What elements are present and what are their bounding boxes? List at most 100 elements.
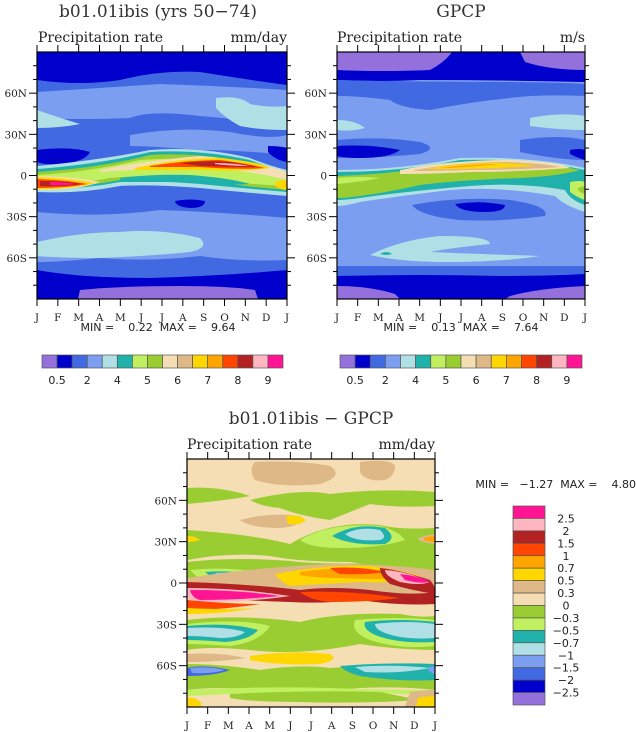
colorbar-swatch — [430, 354, 447, 369]
colorbar-swatch — [506, 354, 522, 369]
colorbar-swatch — [56, 354, 73, 369]
colorbar-label: 5 — [144, 374, 151, 387]
x-tick-label: J — [159, 312, 164, 324]
contour-band — [570, 149, 585, 160]
colorbar-swatch — [177, 354, 193, 369]
colorbar: 2.521.510.70.50.30−0.3−0.5−0.7−1−1.5−2−2… — [512, 505, 580, 706]
panel-difference: b01.01ibis − GPCP Precipitation rate mm/… — [154, 409, 636, 732]
colorbar-label: 7 — [204, 374, 211, 387]
contour-band — [570, 181, 585, 200]
contour-band — [230, 691, 420, 703]
x-tick-label: J — [308, 720, 313, 732]
colorbar-label: −0.3 — [553, 612, 580, 625]
contour-band — [240, 514, 301, 528]
contour-fill — [187, 459, 435, 707]
colorbar-swatch — [222, 354, 239, 369]
contour-band — [337, 52, 452, 71]
colorbar-swatch — [490, 354, 507, 369]
contour-band — [250, 490, 435, 520]
x-tick-label: O — [220, 312, 229, 324]
y-tick-label: 0 — [320, 171, 327, 183]
colorbar-swatch — [512, 642, 546, 656]
y-tick-label: 30S — [156, 619, 177, 631]
contour-band — [37, 84, 287, 128]
panel-title: b01.01ibis − GPCP — [229, 409, 394, 429]
contour-band — [337, 286, 400, 299]
contour-band — [428, 666, 435, 674]
x-tick-label: A — [477, 312, 486, 324]
x-tick-label: M — [373, 312, 384, 324]
min-max-stats: MIN = −1.27 MAX = 4.80 — [475, 478, 636, 491]
colorbar-label: 2.5 — [557, 512, 575, 525]
contour-band — [190, 667, 225, 674]
units-label: mm/day — [379, 437, 436, 453]
colorbar-swatch — [354, 354, 371, 369]
x-tick-label: N — [241, 312, 250, 324]
colorbar-swatch — [147, 354, 163, 369]
colorbar-swatch — [512, 667, 546, 681]
colorbar-swatch — [512, 542, 546, 557]
x-tick-label: N — [389, 720, 398, 732]
colorbar-label: −0.5 — [553, 624, 580, 637]
contour-band — [400, 574, 430, 583]
x-tick-label: A — [394, 312, 403, 324]
contour-band — [268, 146, 287, 162]
y-tick-label: 30S — [6, 212, 27, 224]
x-tick-label: A — [327, 720, 336, 732]
contour-band — [505, 286, 585, 299]
x-tick-label: D — [410, 720, 418, 732]
y-tick-label: 60S — [6, 253, 27, 265]
contour-band — [578, 186, 585, 194]
contour-band — [130, 129, 287, 155]
x-tick-label: D — [262, 312, 270, 324]
contour-band — [37, 110, 80, 128]
contour-band — [187, 608, 255, 614]
x-tick-label: J — [34, 312, 39, 324]
colorbar-label: 4 — [114, 374, 121, 387]
x-tick-label: A — [95, 312, 104, 324]
x-tick-label: J — [432, 720, 437, 732]
y-tick-label: 30S — [306, 212, 327, 224]
x-tick-label: J — [437, 312, 442, 324]
colorbar-label: 0 — [563, 600, 570, 613]
colorbar-label: −1 — [558, 649, 574, 662]
x-tick-label: F — [354, 312, 361, 324]
x-tick-label: J — [458, 312, 463, 324]
x-tick-label: J — [334, 312, 339, 324]
colorbar-swatch — [132, 354, 148, 369]
contour-band — [187, 627, 245, 638]
colorbar-swatch — [101, 354, 118, 369]
x-tick-label: F — [204, 720, 211, 732]
colorbar-label: 2 — [563, 525, 570, 538]
variable-label: Precipitation rate — [38, 30, 163, 46]
colorbar-label: 9 — [563, 374, 570, 387]
colorbar: 0.5 2 4 5 6 7 8 9 — [41, 354, 284, 387]
colorbar-swatch — [512, 518, 546, 532]
colorbar-label: 1.5 — [557, 537, 575, 550]
contour-band — [215, 163, 250, 166]
variable-label: Precipitation rate — [187, 437, 312, 453]
contour-band — [275, 180, 287, 190]
contour-band — [187, 653, 245, 662]
colorbar-swatch — [400, 354, 416, 369]
contour-band — [50, 182, 76, 186]
contour-band — [187, 600, 260, 610]
contour-band — [175, 199, 205, 208]
colorbar-label: −0.7 — [553, 637, 580, 650]
contour-band — [37, 148, 90, 165]
contour-band — [187, 487, 250, 504]
x-tick-label: N — [539, 312, 548, 324]
colorbar-swatch — [512, 679, 546, 693]
colorbar-swatch — [339, 354, 356, 369]
contour-band — [78, 286, 258, 299]
colorbar-swatch — [41, 354, 58, 369]
x-tick-label: M — [264, 720, 275, 732]
colorbar-label: 9 — [264, 374, 271, 387]
colorbar-swatch — [162, 354, 178, 369]
colorbar-swatch — [512, 654, 546, 669]
contour-band — [37, 230, 204, 258]
colorbar-swatch — [512, 592, 546, 606]
